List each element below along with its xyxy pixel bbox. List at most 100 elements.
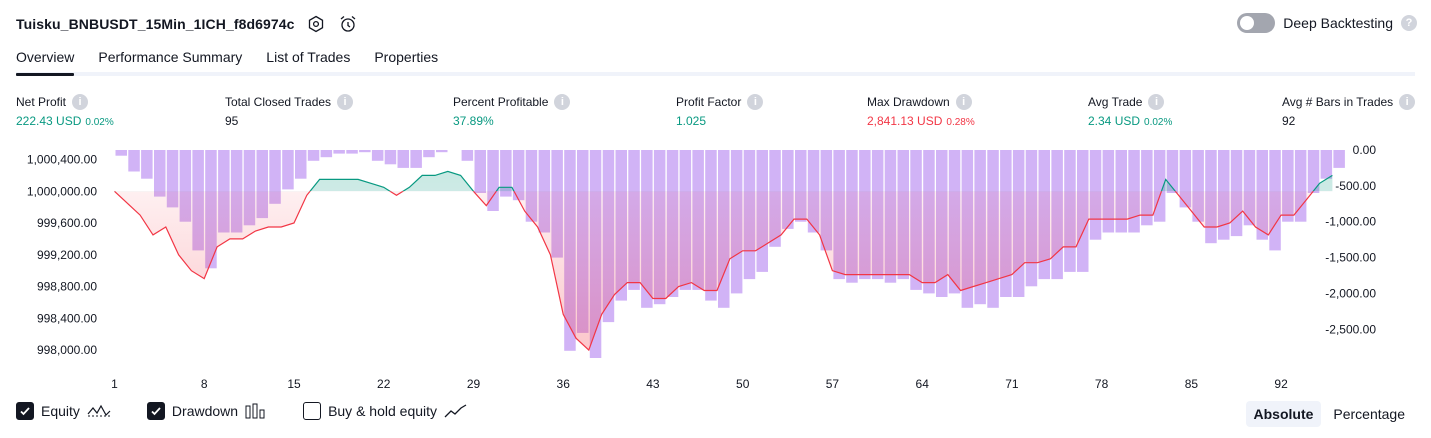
absolute-button[interactable]: Absolute	[1245, 401, 1322, 427]
chart-legend: Equity Drawdown Buy & hold equity	[16, 402, 504, 420]
metric-value: 1.025	[676, 114, 707, 128]
drawdown-bar	[525, 150, 538, 222]
drawdown-checkbox[interactable]: Drawdown	[146, 402, 267, 420]
left-axis-tick: 999,600.00	[37, 216, 97, 230]
drawdown-label: Drawdown	[171, 403, 239, 419]
metric-label: Avg # Bars in Trades	[1282, 95, 1394, 109]
checkbox-checked[interactable]	[16, 402, 34, 420]
left-axis-tick: 999,200.00	[37, 248, 97, 262]
metric-percent: 0.02%	[85, 117, 114, 128]
drawdown-bar	[1320, 150, 1333, 179]
drawdown-bar	[461, 150, 474, 161]
info-icon[interactable]: i	[72, 94, 89, 110]
info-icon[interactable]: i	[955, 94, 972, 110]
buy-hold-label: Buy & hold equity	[328, 403, 438, 419]
add-alert-icon[interactable]	[337, 13, 359, 35]
x-axis-tick: 8	[201, 377, 208, 391]
tab-overview[interactable]: Overview	[16, 46, 75, 76]
drawdown-bar	[1307, 150, 1320, 193]
metric-label: Percent Profitable	[453, 95, 549, 109]
info-icon[interactable]: i	[337, 94, 354, 110]
tab-list-of-trades[interactable]: List of Trades	[266, 49, 351, 65]
drawdown-bar	[154, 150, 166, 197]
info-icon[interactable]: i	[554, 94, 571, 110]
checkbox-checked[interactable]	[146, 402, 165, 420]
drawdown-bar	[166, 150, 179, 208]
x-axis-tick: 92	[1274, 377, 1288, 391]
drawdown-bar	[1179, 150, 1192, 208]
drawdown-bar	[269, 150, 281, 204]
drawdown-bar	[487, 150, 499, 211]
checkbox-unchecked[interactable]	[303, 402, 322, 420]
drawdown-bar	[115, 150, 127, 156]
drawdown-bar	[359, 150, 371, 153]
x-axis-tick: 85	[1185, 377, 1199, 391]
x-axis-tick: 15	[287, 377, 301, 391]
info-icon[interactable]: i	[1148, 94, 1165, 110]
drawdown-bar	[423, 150, 435, 158]
help-icon[interactable]: ?	[1401, 15, 1417, 31]
drawdown-bar	[1115, 150, 1127, 233]
x-axis-tick: 71	[1005, 377, 1019, 391]
drawdown-bar	[1192, 150, 1204, 222]
drawdown-bar	[307, 150, 320, 161]
buy-hold-checkbox[interactable]: Buy & hold equity	[303, 402, 468, 420]
left-axis-tick: 998,400.00	[37, 311, 97, 325]
equity-chart: 1,000,400.00 1,000,000.00 999,600.00 999,20…	[27, 143, 1377, 391]
equity-line-profit	[114, 170, 1333, 192]
equity-line-loss	[114, 191, 1314, 352]
right-axis-tick: -2,500.00	[1325, 322, 1376, 336]
metric-avg-bars-in-trades: Avg # Bars in Trades i 92	[1282, 94, 1416, 128]
x-axis-tick: 1	[111, 377, 118, 391]
metric-value: 2,841.13 USD	[867, 114, 943, 128]
info-icon[interactable]: i	[1399, 94, 1416, 110]
left-axis-tick: 1,000,400.00	[27, 153, 97, 167]
right-axis-tick: 0.00	[1353, 143, 1377, 157]
metric-value: 37.89%	[453, 114, 494, 128]
drawdown-bar	[295, 150, 307, 179]
equity-label: Equity	[41, 403, 80, 419]
drawdown-bar	[384, 150, 397, 165]
x-axis-tick: 36	[557, 377, 571, 391]
drawdown-bar	[474, 150, 486, 193]
drawdown-bar	[436, 150, 448, 153]
drawdown-bar	[410, 150, 422, 168]
x-axis-tick: 29	[467, 377, 481, 391]
strategy-header: Tuisku_BNBUSDT_15Min_1ICH_f8d6974c	[16, 12, 359, 36]
x-axis-tick: 78	[1095, 377, 1109, 391]
drawdown-bar	[397, 150, 409, 168]
drawdown-bar	[512, 150, 525, 201]
drawdown-bar	[320, 150, 333, 158]
left-axis-tick: 998,000.00	[37, 343, 97, 357]
deep-backtesting-toggle[interactable]	[1237, 13, 1276, 33]
metric-label: Net Profit	[16, 95, 67, 109]
drawdown-bar	[371, 150, 384, 161]
equity-line-icon	[87, 403, 111, 419]
drawdown-bar	[243, 150, 256, 226]
info-icon[interactable]: i	[747, 94, 764, 110]
metric-label: Total Closed Trades	[225, 95, 332, 109]
metric-percent: 0.02%	[1144, 117, 1173, 128]
drawdown-bar	[1333, 150, 1345, 168]
metric-max-drawdown: Max Drawdown i 2,841.13 USD 0.28%	[867, 94, 975, 128]
metric-label: Avg Trade	[1088, 95, 1143, 109]
buy-hold-line-icon	[444, 403, 468, 419]
percentage-button[interactable]: Percentage	[1333, 406, 1405, 422]
tab-performance-summary[interactable]: Performance Summary	[98, 49, 243, 65]
settings-icon[interactable]	[305, 13, 327, 35]
metrics-row: Net Profit i 222.43 USD 0.02% Total Closed…	[16, 94, 1417, 134]
scale-mode-switch: Absolute Percentage	[1245, 401, 1414, 427]
equity-checkbox[interactable]: Equity	[16, 402, 111, 420]
metric-net-profit: Net Profit i 222.43 USD 0.02%	[16, 94, 114, 128]
deep-backtesting-label: Deep Backtesting	[1283, 15, 1393, 31]
drawdown-bar	[346, 150, 358, 154]
drawdown-bar	[1153, 150, 1166, 222]
left-axis-tick: 1,000,000.00	[27, 184, 97, 198]
metric-value: 92	[1282, 114, 1296, 128]
metric-value: 95	[225, 114, 239, 128]
drawdown-bar	[795, 150, 807, 222]
tab-properties[interactable]: Properties	[374, 49, 439, 65]
drawdown-bar	[1166, 150, 1179, 193]
drawdown-bar	[179, 150, 192, 222]
x-axis-tick: 43	[646, 377, 660, 391]
